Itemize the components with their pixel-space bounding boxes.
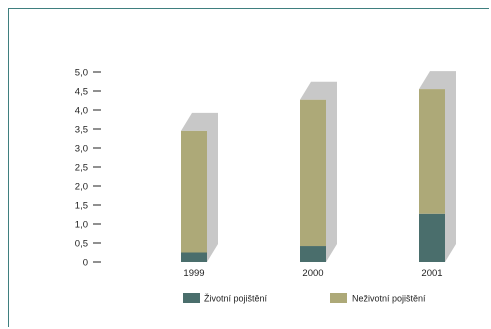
legend: Životní pojištění Neživotní pojištění [183, 293, 426, 304]
bar-segment-nezivotni [181, 130, 207, 253]
y-tick-label: 1,0 [75, 220, 88, 231]
bar-depth-face [300, 81, 337, 263]
y-tick-label: 0 [83, 258, 88, 269]
bar-segment-zivotni [300, 246, 326, 262]
bar-segment-nezivotni [300, 99, 326, 247]
bar-group-2001 [419, 71, 456, 262]
bar-group-2000 [300, 81, 337, 263]
y-tick-label: 3,0 [75, 144, 88, 155]
legend-label: Životní pojištění [204, 294, 268, 304]
chart-frame [8, 8, 489, 327]
y-tick-label: 3,5 [75, 125, 88, 136]
legend-swatch [183, 293, 200, 303]
y-tick-label: 2,5 [75, 163, 88, 174]
y-tick-label: 2,0 [75, 182, 88, 193]
legend-label: Neživotní pojištění [352, 294, 426, 304]
y-tick-label: 4,5 [75, 87, 88, 98]
legend-swatch [330, 293, 347, 303]
bar-group-1999 [181, 112, 218, 263]
bar-segment-zivotni [419, 213, 445, 262]
bar-depth-face [419, 71, 456, 262]
y-axis: 0 0,5 1,0 1,5 2,0 2,5 3,0 3,5 4,0 4,5 5,0 [75, 68, 101, 269]
y-tick-label: 1,5 [75, 201, 88, 212]
y-tick-label: 0,5 [75, 239, 88, 250]
bar-segment-zivotni [181, 252, 207, 262]
y-tick-label: 4,0 [75, 106, 88, 117]
x-tick-label: 2000 [302, 268, 323, 279]
x-axis: 1999 2000 2001 [183, 268, 442, 279]
bar-depth-face [181, 112, 218, 263]
bar-segment-nezivotni [419, 89, 445, 214]
x-tick-label: 2001 [421, 268, 442, 279]
bars [181, 71, 456, 263]
x-tick-label: 1999 [183, 268, 204, 279]
y-tick-label: 5,0 [75, 68, 88, 79]
